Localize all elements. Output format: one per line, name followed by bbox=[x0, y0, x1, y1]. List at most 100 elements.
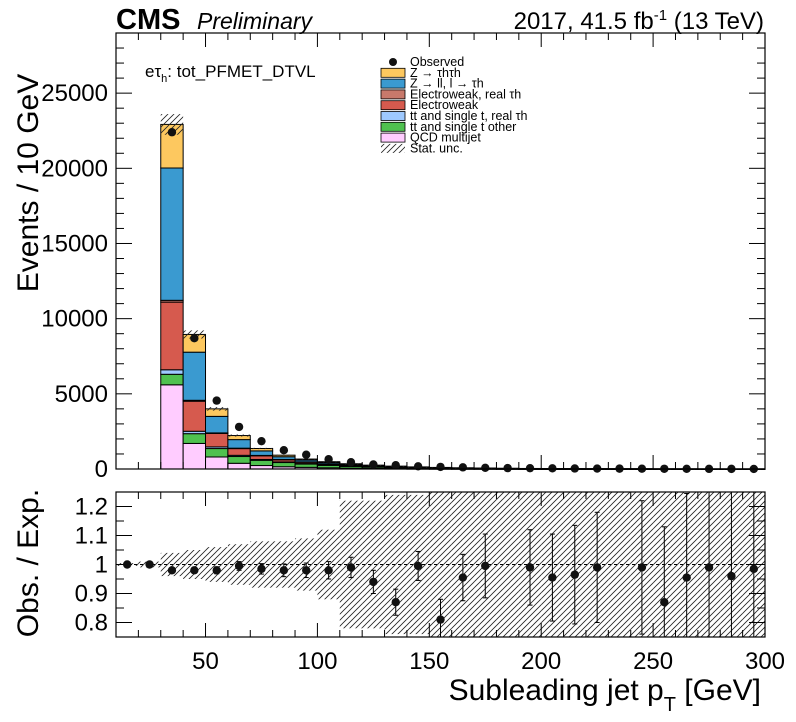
legend-label-8: Stat. unc. bbox=[410, 141, 463, 155]
legend-swatch-3 bbox=[380, 89, 406, 100]
stat-unc-0 bbox=[160, 114, 184, 135]
ratio-point-16 bbox=[481, 561, 490, 571]
ratio-point-5 bbox=[234, 561, 244, 571]
bar-3-3 bbox=[227, 447, 251, 456]
category-label: eτh: tot_PFMET_DTVL bbox=[145, 62, 316, 85]
ratio-point-18 bbox=[548, 573, 557, 582]
bar-1-0 bbox=[160, 373, 184, 386]
y-axis-label: Events / 10 GeV bbox=[12, 74, 45, 292]
legend-swatch-4 bbox=[380, 100, 406, 111]
legend-label-0: Observed bbox=[410, 55, 464, 69]
observed-point-7 bbox=[324, 455, 333, 464]
ratio-point-23 bbox=[682, 573, 691, 582]
observed-point-9 bbox=[369, 460, 378, 469]
observed-point-13 bbox=[458, 463, 468, 472]
bar-1-2 bbox=[205, 448, 229, 458]
lumi-exponent: -1 bbox=[654, 7, 667, 24]
x-tick-label-150: 150 bbox=[409, 648, 449, 675]
observed-point-12 bbox=[436, 462, 445, 472]
bar-2-0 bbox=[160, 369, 184, 375]
main-y-tick-label-1: 5000 bbox=[55, 381, 108, 408]
ratio-point-0 bbox=[122, 560, 132, 569]
observed-point-10 bbox=[391, 461, 400, 470]
legend-swatch-5 bbox=[380, 111, 406, 121]
bar-5-4 bbox=[249, 450, 274, 456]
observed-point-17 bbox=[548, 464, 557, 473]
stat-unc-4 bbox=[250, 447, 273, 450]
legend-swatch-1 bbox=[380, 67, 406, 78]
ratio-band-22 bbox=[608, 492, 631, 637]
observed-point-6 bbox=[302, 450, 311, 459]
legend-label-5: tt and single t, real τh bbox=[410, 109, 528, 123]
bar-3-0 bbox=[160, 301, 184, 371]
stat-unc-5 bbox=[272, 454, 296, 456]
ratio-y-tick-label-4: 1.2 bbox=[75, 494, 108, 521]
ratio-y-tick-label-0: 0.8 bbox=[75, 610, 108, 637]
ratio-point-14 bbox=[436, 615, 445, 624]
legend-label-4: Electroweak bbox=[410, 98, 479, 112]
observed-points bbox=[167, 128, 759, 474]
x-axis-label-main: Subleading jet p bbox=[449, 674, 664, 707]
legend-swatch-7 bbox=[380, 132, 406, 143]
observed-point-8 bbox=[346, 458, 356, 467]
stat-unc-3 bbox=[227, 434, 251, 437]
ratio-point-10 bbox=[346, 563, 356, 572]
main-y-tick-label-4: 20000 bbox=[41, 155, 108, 182]
observed-point-3 bbox=[234, 422, 244, 432]
bar-1-5 bbox=[272, 462, 296, 468]
observed-point-2 bbox=[212, 396, 221, 405]
legend-marker-observed bbox=[389, 58, 397, 66]
bar-0-0 bbox=[160, 384, 184, 470]
observed-point-16 bbox=[525, 463, 535, 473]
legend-label-2: Z → ll, l → τh bbox=[410, 77, 484, 91]
legend-label-1: Z → τhτh bbox=[410, 66, 461, 80]
ratio-point-20 bbox=[592, 563, 602, 572]
observed-point-14 bbox=[481, 463, 490, 472]
observed-point-0 bbox=[167, 128, 177, 137]
status-label: Preliminary bbox=[197, 8, 314, 34]
ratio-y-tick-label-3: 1.1 bbox=[75, 523, 108, 550]
ratio-plot-panel: 50 100 150 200 250 300 0.80.911.11.2 bbox=[75, 491, 785, 675]
ratio-band-4 bbox=[205, 547, 228, 582]
ratio-points bbox=[122, 491, 759, 638]
x-tick-label-300: 300 bbox=[745, 648, 785, 675]
main-frame bbox=[115, 32, 766, 470]
ratio-point-25 bbox=[727, 571, 736, 581]
ratio-point-22 bbox=[660, 598, 669, 607]
x-axis-label: Subleading jet pT [GeV] bbox=[449, 674, 761, 716]
ratio-band-11 bbox=[362, 500, 385, 629]
ratio-y-tick-label-1: 0.9 bbox=[75, 581, 108, 608]
ratio-point-1 bbox=[145, 560, 154, 569]
ratio-point-9 bbox=[324, 566, 333, 575]
lumi-label: 2017, 41.5 fb-1 (13 TeV) bbox=[514, 7, 764, 35]
lumi-suffix: (13 TeV) bbox=[667, 8, 764, 35]
ratio-point-4 bbox=[212, 566, 221, 575]
main-y-tick-label-0: 0 bbox=[95, 456, 108, 483]
ratio-point-21 bbox=[637, 563, 647, 572]
bar-3-1 bbox=[182, 400, 207, 432]
x-tick-label-200: 200 bbox=[521, 648, 561, 675]
ratio-band-12 bbox=[384, 494, 407, 635]
bar-3-2 bbox=[205, 432, 229, 448]
ratio-point-7 bbox=[279, 566, 289, 575]
ratio-point-15 bbox=[458, 573, 468, 582]
x-tick-label-100: 100 bbox=[297, 648, 337, 675]
bar-1-4 bbox=[249, 459, 274, 467]
bar-5-0 bbox=[160, 167, 184, 301]
bar-0-3 bbox=[227, 462, 251, 470]
ratio-point-13 bbox=[413, 561, 423, 571]
observed-point-11 bbox=[413, 462, 423, 471]
ratio-point-11 bbox=[369, 577, 378, 587]
ratio-point-12 bbox=[391, 598, 400, 607]
x-tick-label-250: 250 bbox=[633, 648, 673, 675]
x-axis-label-sub: T bbox=[664, 694, 676, 716]
ratio-point-3 bbox=[190, 566, 199, 575]
main-y-tick-label-5: 25000 bbox=[41, 80, 108, 107]
ratio-point-8 bbox=[302, 566, 311, 575]
category-prefix: eτ bbox=[145, 62, 161, 81]
legend-swatch-2 bbox=[380, 78, 406, 89]
lumi-prefix: 2017, 41.5 fb bbox=[514, 8, 654, 35]
ratio-y-axis-label: Obs. / Exp. bbox=[12, 489, 45, 637]
